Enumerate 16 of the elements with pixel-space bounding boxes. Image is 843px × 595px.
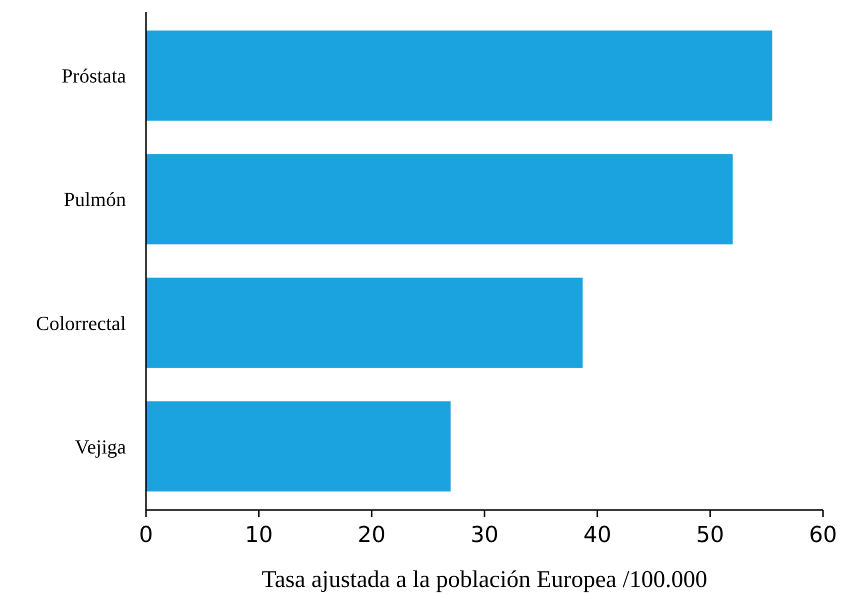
y-tick-label: Colorrectal [36, 312, 126, 335]
x-tick-label: 60 [809, 523, 837, 548]
x-axis-title: Tasa ajustada a la población Europea /100.000 [262, 567, 708, 593]
bar [146, 401, 451, 492]
y-tick-label: Próstata [62, 66, 126, 88]
y-tick-label: Vejiga [74, 436, 126, 458]
bar [146, 30, 772, 121]
x-tick-label: 10 [244, 523, 273, 548]
bar [146, 278, 583, 368]
x-tick-label: 50 [696, 523, 724, 548]
x-tick-label: 0 [139, 523, 153, 548]
bar [146, 154, 733, 244]
x-tick-label: 20 [358, 523, 386, 548]
x-tick-label: 40 [583, 523, 612, 548]
x-tick-label: 30 [470, 523, 498, 548]
y-tick-label: Pulmón [64, 189, 126, 212]
